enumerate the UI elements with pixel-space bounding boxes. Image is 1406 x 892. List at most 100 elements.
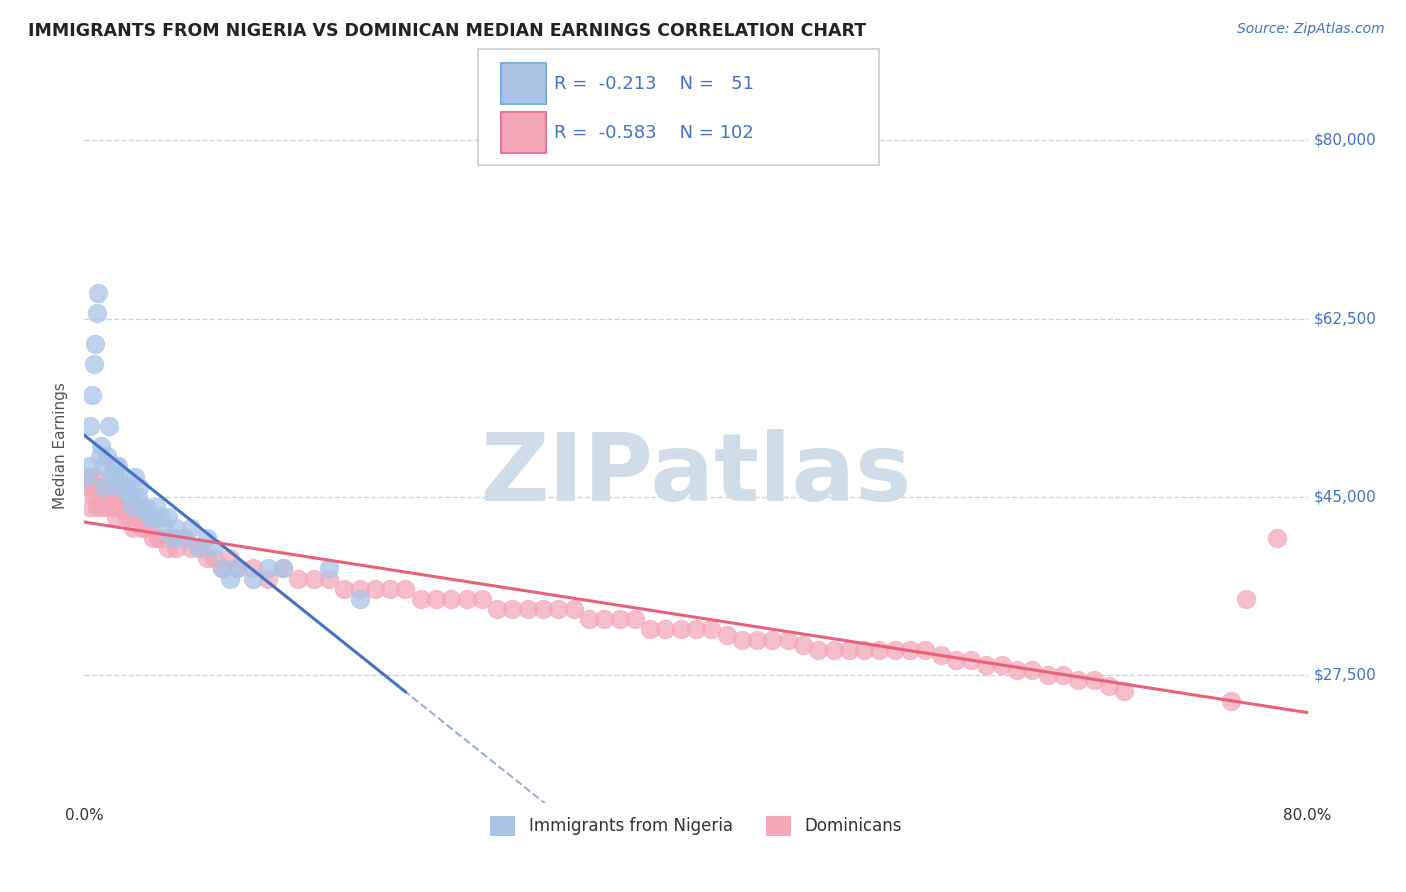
Point [776, 632, 799, 647]
Point [929, 648, 952, 662]
Point [101, 469, 124, 483]
Point [516, 602, 538, 616]
Text: IMMIGRANTS FROM NIGERIA VS DOMINICAN MEDIAN EARNINGS CORRELATION CHART: IMMIGRANTS FROM NIGERIA VS DOMINICAN MED… [28, 22, 866, 40]
Point [103, 459, 125, 474]
Point [142, 531, 165, 545]
Point [76, 469, 98, 483]
Point [380, 582, 402, 596]
Point [165, 520, 187, 534]
Point [271, 561, 294, 575]
Point [792, 638, 814, 652]
Point [1052, 668, 1074, 682]
Point [638, 623, 661, 637]
Point [124, 469, 146, 483]
Point [716, 627, 738, 641]
Point [180, 541, 202, 555]
Point [77, 459, 100, 474]
Point [731, 632, 754, 647]
Point [96, 490, 118, 504]
Point [145, 500, 167, 515]
Point [823, 643, 845, 657]
Point [1036, 668, 1059, 682]
Point [104, 500, 127, 515]
Y-axis label: Median Earnings: Median Earnings [53, 383, 69, 509]
Point [456, 591, 478, 606]
Point [96, 449, 118, 463]
Point [93, 480, 115, 494]
Point [162, 531, 184, 545]
Point [122, 520, 145, 534]
Point [153, 520, 176, 534]
Text: R =  -0.583    N = 102: R = -0.583 N = 102 [554, 124, 754, 142]
Point [1220, 694, 1243, 708]
Point [669, 623, 692, 637]
Point [853, 643, 876, 657]
Text: $80,000: $80,000 [1313, 133, 1376, 148]
Point [138, 520, 160, 534]
Point [838, 643, 860, 657]
Point [1114, 683, 1136, 698]
Point [142, 510, 165, 524]
Point [624, 612, 647, 626]
Point [1265, 531, 1288, 545]
Point [562, 602, 585, 616]
Point [394, 582, 416, 596]
Point [976, 658, 998, 673]
Point [173, 531, 195, 545]
Point [112, 469, 135, 483]
Point [747, 632, 769, 647]
Point [80, 480, 103, 494]
Point [89, 449, 111, 463]
Point [257, 561, 280, 575]
Point [945, 653, 967, 667]
Point [76, 480, 98, 494]
Point [188, 541, 211, 555]
Point [146, 531, 169, 545]
Point [111, 500, 134, 515]
Point [162, 531, 184, 545]
Point [898, 643, 921, 657]
Point [226, 561, 249, 575]
Point [578, 612, 600, 626]
Text: Source: ZipAtlas.com: Source: ZipAtlas.com [1237, 22, 1385, 37]
Point [115, 510, 138, 524]
Point [157, 541, 180, 555]
Point [90, 500, 112, 515]
Point [302, 572, 325, 586]
Point [1005, 663, 1028, 677]
Point [115, 480, 138, 494]
Point [80, 388, 103, 402]
Point [86, 500, 108, 515]
Point [101, 490, 124, 504]
Point [991, 658, 1014, 673]
Point [364, 582, 387, 596]
Point [87, 480, 110, 494]
Point [87, 286, 110, 301]
Point [108, 480, 131, 494]
Point [90, 439, 112, 453]
Point [111, 480, 134, 494]
Point [131, 520, 153, 534]
Point [86, 306, 108, 320]
Point [149, 531, 172, 545]
Point [97, 500, 120, 515]
Point [609, 612, 631, 626]
Point [83, 358, 105, 372]
Point [105, 459, 128, 474]
Point [547, 602, 569, 616]
Point [242, 561, 264, 575]
Point [107, 459, 129, 474]
Point [89, 480, 111, 494]
Point [318, 572, 340, 586]
Text: R =  -0.213    N =   51: R = -0.213 N = 51 [554, 75, 754, 93]
Text: ZIPatlas: ZIPatlas [481, 428, 911, 521]
Point [226, 561, 249, 575]
Point [157, 510, 180, 524]
Point [700, 623, 723, 637]
Point [165, 541, 187, 555]
Point [271, 561, 294, 575]
Point [349, 582, 371, 596]
Point [914, 643, 936, 657]
Point [120, 510, 142, 524]
Point [349, 591, 371, 606]
